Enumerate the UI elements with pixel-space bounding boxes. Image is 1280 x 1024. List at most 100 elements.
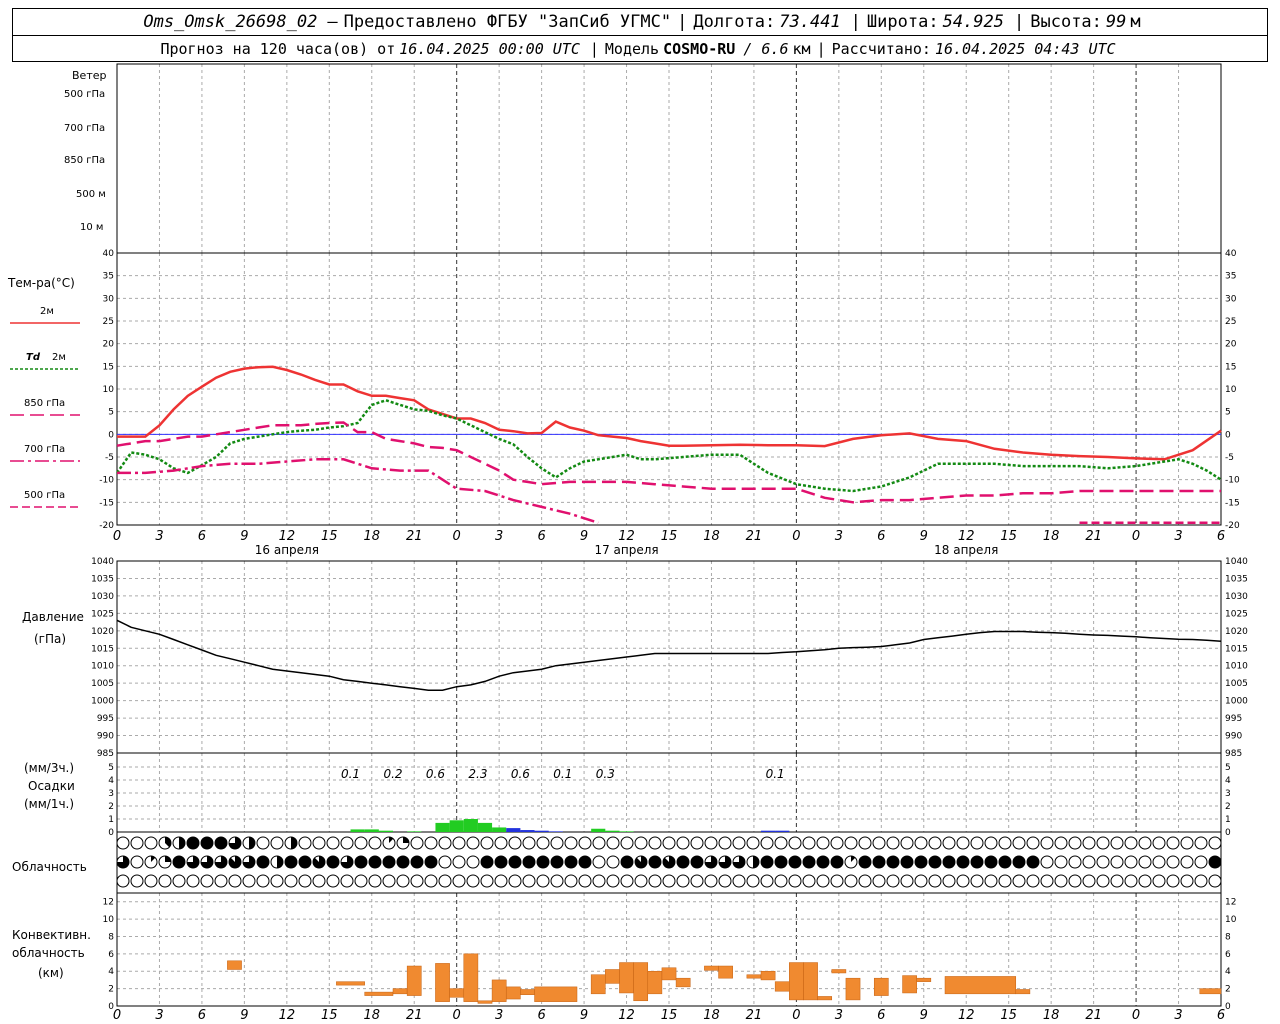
cloud-cover-symbol xyxy=(732,874,746,888)
conv-xtick-label: 15 xyxy=(1000,1008,1017,1023)
conv-cloud-box xyxy=(704,965,719,971)
cloud-cover-fill xyxy=(397,856,409,868)
cloud-cover-symbol xyxy=(704,874,718,888)
cloud-cover-symbol xyxy=(928,874,942,888)
cloud-cover-fill xyxy=(579,856,591,868)
pressure-ytick-left: 1005 xyxy=(91,679,114,689)
conv-cloud-box xyxy=(435,963,450,1002)
cloud-cover-symbol xyxy=(942,836,956,850)
cloud-cover-symbol xyxy=(270,874,284,888)
cloud-cover-symbol xyxy=(1096,836,1110,850)
cloud-cover-symbol xyxy=(550,874,564,888)
cloud-cover-fill xyxy=(151,856,156,862)
altitude-unit: м xyxy=(1130,12,1141,32)
cloud-cover-fill xyxy=(313,856,326,868)
cloud-cover-symbol xyxy=(914,836,928,850)
cloud-cover-fill xyxy=(291,837,297,849)
cloud-cover-symbol xyxy=(550,836,564,850)
cloud-cover-symbol xyxy=(452,874,466,888)
cloud-cover-symbol xyxy=(1194,855,1208,869)
temp-ytick-right: 10 xyxy=(1225,385,1237,395)
conv-xtick-label: 12 xyxy=(279,1008,296,1023)
pressure-ytick-right: 990 xyxy=(1225,732,1242,742)
cloud-cover-symbol xyxy=(1138,855,1152,869)
cloud-cover-symbol xyxy=(494,836,508,850)
cloud-cover-fill xyxy=(775,856,787,868)
cloud-cover-symbol xyxy=(1110,874,1124,888)
cloud-cover-fill xyxy=(173,856,185,868)
conv-xtick-label: 12 xyxy=(958,1008,975,1023)
conv-title-2: облачность xyxy=(12,946,85,960)
pressure-ytick-right: 985 xyxy=(1225,749,1242,759)
precip-ytick-right: 3 xyxy=(1225,789,1231,799)
cloud-cover-fill xyxy=(705,856,717,868)
station-name: Oms_Omsk_26698_02 xyxy=(143,12,318,32)
conv-ytick-right: 0 xyxy=(1225,1002,1231,1012)
cloud-cover-symbol xyxy=(298,836,312,850)
precip-total-3h: 0.6 xyxy=(426,767,445,781)
cloud-cover-fill xyxy=(165,856,171,862)
cloud-cover-symbol xyxy=(1082,874,1096,888)
pressure-ytick-right: 1005 xyxy=(1225,679,1248,689)
cloud-cover-symbol xyxy=(970,836,984,850)
pressure-ytick-right: 1035 xyxy=(1225,574,1248,584)
pressure-ytick-right: 1040 xyxy=(1225,557,1248,567)
temp-xtick-label: 9 xyxy=(580,529,588,544)
temp-xtick-label: 9 xyxy=(920,529,928,544)
conv-ytick-left: 0 xyxy=(108,1002,114,1012)
cloud-cover-symbol xyxy=(340,836,354,850)
cloud-cover-symbol xyxy=(718,836,732,850)
temp-xtick-label: 18 xyxy=(1043,529,1060,544)
cloud-cover-fill xyxy=(817,856,829,868)
cloud-cover-symbol xyxy=(1082,855,1096,869)
cloud-cover-fill xyxy=(859,856,871,868)
pressure-ytick-left: 1020 xyxy=(91,627,114,637)
cloud-cover-fill xyxy=(943,856,955,868)
cloud-cover-fill xyxy=(403,837,409,843)
conv-xtick-label: 21 xyxy=(746,1008,763,1023)
cloud-cover-symbol xyxy=(788,836,802,850)
cloud-cover-symbol xyxy=(200,874,214,888)
cloud-cover-symbol xyxy=(410,836,424,850)
conv-cloud-box xyxy=(803,962,818,1001)
cloud-cover-symbol xyxy=(1054,855,1068,869)
temp-ytick-left: -20 xyxy=(99,521,114,531)
cloud-cover-symbol xyxy=(732,836,746,850)
precip-ytick-right: 1 xyxy=(1225,815,1231,825)
cloud-cover-symbol xyxy=(998,836,1012,850)
cloud-cover-fill xyxy=(369,856,381,868)
temp-xtick-label: 15 xyxy=(661,529,678,544)
temp-xtick-label: 0 xyxy=(1132,529,1140,544)
cloud-cover-symbol xyxy=(1138,836,1152,850)
cloud-cover-symbol xyxy=(1180,836,1194,850)
cloud-cover-fill xyxy=(249,837,255,849)
header-divider: | xyxy=(1014,12,1025,32)
temp-xtick-label: 0 xyxy=(453,529,461,544)
cloud-cover-fill xyxy=(803,856,815,868)
temp-ytick-left: 25 xyxy=(103,317,114,327)
conv-unit: (км) xyxy=(38,966,64,980)
cloud-cover-fill xyxy=(201,837,213,849)
cloud-cover-symbol xyxy=(1124,836,1138,850)
cloud-cover-symbol xyxy=(410,874,424,888)
cloud-cover-fill xyxy=(341,856,353,868)
cloud-cover-symbol xyxy=(116,874,130,888)
conv-xtick-label: 15 xyxy=(321,1008,338,1023)
conv-cloud-box xyxy=(227,960,242,970)
conv-xtick-label: 6 xyxy=(537,1008,545,1023)
precip-bar xyxy=(534,830,549,832)
cloud-cover-symbol xyxy=(1208,874,1222,888)
cloud-cover-symbol xyxy=(578,874,592,888)
cloud-cover-fill xyxy=(299,856,311,868)
wind-title: Ветер xyxy=(72,69,107,82)
conv-xtick-label: 18 xyxy=(1043,1008,1060,1023)
cloud-cover-symbol xyxy=(788,874,802,888)
temp-ytick-left: 35 xyxy=(103,272,114,282)
header-divider: | xyxy=(677,12,688,32)
precip-bar xyxy=(506,828,521,832)
precip-bar xyxy=(463,819,478,832)
conv-cloud-box xyxy=(406,965,422,996)
cloud-cover-fill xyxy=(733,856,745,868)
legend-t850-label: 850 гПа xyxy=(24,398,66,409)
model-label: Модель xyxy=(604,39,660,58)
